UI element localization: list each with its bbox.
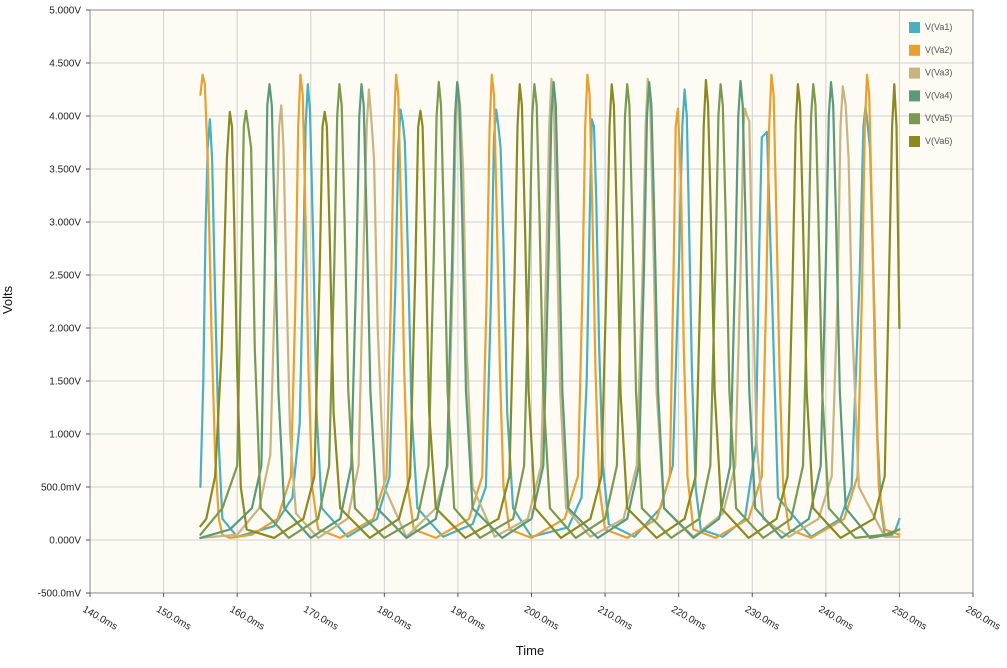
y-tick-label: 1.000V bbox=[49, 430, 81, 441]
y-tick-label: 0.000V bbox=[49, 536, 81, 547]
x-tick-label: 210.0ms bbox=[596, 604, 635, 633]
x-tick-label: 190.0ms bbox=[448, 604, 487, 633]
legend-swatch bbox=[909, 136, 920, 147]
y-tick-label: 3.500V bbox=[49, 165, 81, 176]
y-tick-label: 2.500V bbox=[49, 271, 81, 282]
y-tick-label: 4.000V bbox=[49, 112, 81, 123]
x-tick-label: 140.0ms bbox=[81, 604, 120, 633]
x-axis-title: Time bbox=[516, 643, 544, 658]
y-axis-title: Volts bbox=[0, 285, 15, 314]
y-tick-label: 1.500V bbox=[49, 377, 81, 388]
x-axis-ticks: 140.0ms 150.0ms 160.0ms 170.0ms 180.0ms 190.0… bbox=[81, 593, 1003, 633]
x-tick-label: 160.0ms bbox=[228, 604, 267, 633]
x-tick-label: 250.0ms bbox=[890, 604, 929, 633]
legend-swatch bbox=[909, 113, 920, 125]
x-tick-label: 240.0ms bbox=[816, 604, 855, 633]
series-line-v-va1 bbox=[199, 83, 901, 538]
x-tick-label: 260.0ms bbox=[964, 604, 1003, 633]
legend-entry-label: V(Va4) bbox=[925, 90, 952, 100]
y-tick-label: 4.500V bbox=[49, 59, 81, 70]
x-tick-label: 180.0ms bbox=[375, 604, 414, 633]
series-line-v-va5 bbox=[199, 80, 901, 540]
legend-swatch bbox=[909, 22, 920, 33]
legend-swatch bbox=[909, 90, 920, 102]
x-tick-label: 220.0ms bbox=[669, 604, 708, 633]
series-line-v-va6 bbox=[199, 78, 901, 540]
legend-entry-label: V(Va1) bbox=[925, 22, 952, 32]
y-tick-label: 500.0mV bbox=[41, 483, 81, 494]
legend-entry-label: V(Va3) bbox=[925, 68, 952, 78]
legend-entry-label: V(Va5) bbox=[925, 113, 952, 123]
y-axis-ticks: -500.0mV 0.000V 500.0mV 1.000V 1.500V 2.000V 2… bbox=[38, 6, 90, 600]
legend-swatch bbox=[909, 44, 920, 56]
y-tick-label: 5.000V bbox=[49, 6, 81, 17]
series-line-v-va2 bbox=[199, 73, 901, 540]
y-tick-label: -500.0mV bbox=[38, 589, 82, 600]
y-tick-label: 2.000V bbox=[49, 324, 81, 335]
legend-swatch bbox=[909, 67, 920, 79]
legend-entry-label: V(Va2) bbox=[925, 45, 952, 55]
x-tick-label: 200.0ms bbox=[522, 604, 561, 633]
y-tick-label: 3.000V bbox=[49, 218, 81, 229]
x-tick-label: 150.0ms bbox=[154, 604, 193, 633]
legend: V(Va1) V(Va2) V(Va3) V(Va4) V(Va5) V(Va6) bbox=[909, 22, 952, 147]
x-tick-label: 170.0ms bbox=[301, 604, 340, 633]
x-tick-label: 230.0ms bbox=[743, 604, 782, 633]
legend-entry-label: V(Va6) bbox=[925, 136, 952, 146]
series-layer bbox=[199, 73, 901, 540]
